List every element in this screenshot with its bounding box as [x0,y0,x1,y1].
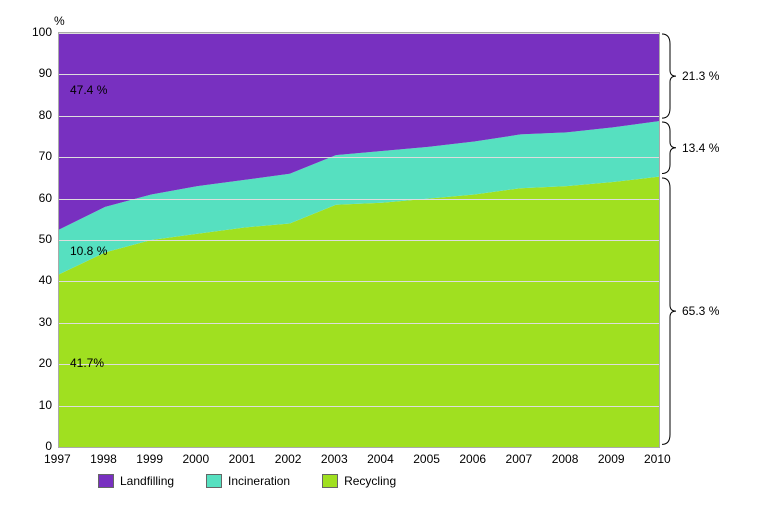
x-tick-label: 2002 [275,452,302,466]
x-tick-label: 2004 [367,452,394,466]
x-tick-label: 2003 [321,452,348,466]
y-tick-label: 10 [39,398,52,412]
legend-item: Incineration [206,474,290,488]
x-tick-label: 1999 [136,452,163,466]
x-tick-label: 2009 [598,452,625,466]
end-value-label: 21.3 % [682,69,719,83]
start-value-label: 41.7% [70,356,104,370]
x-tick-label: 2001 [229,452,256,466]
x-tick-label: 2007 [506,452,533,466]
brace-icon [660,32,680,120]
start-value-label: 10.8 % [70,244,107,258]
x-tick-label: 2010 [644,452,671,466]
legend-swatch [206,474,222,488]
x-tick-label: 2008 [552,452,579,466]
legend-label: Recycling [344,474,396,488]
y-tick-label: 60 [39,191,52,205]
plot-area [58,32,660,448]
y-tick-label: 0 [45,439,52,453]
legend: Landfilling Incineration Recycling [98,474,396,488]
y-tick-label: 50 [39,232,52,246]
stacked-area-chart: % 0102030405060708090100 199719981999200… [20,20,748,488]
y-axis-title: % [54,14,65,28]
legend-item: Recycling [322,474,396,488]
legend-label: Landfilling [120,474,174,488]
y-tick-label: 40 [39,273,52,287]
legend-item: Landfilling [98,474,174,488]
legend-label: Incineration [228,474,290,488]
x-tick-label: 1998 [90,452,117,466]
end-value-label: 65.3 % [682,304,719,318]
legend-swatch [98,474,114,488]
x-tick-label: 1997 [44,452,71,466]
y-tick-label: 30 [39,315,52,329]
brace-icon [660,120,680,175]
y-tick-label: 90 [39,66,52,80]
brace-icon [660,176,680,446]
start-value-label: 47.4 % [70,83,107,97]
end-value-label: 13.4 % [682,141,719,155]
y-tick-label: 20 [39,356,52,370]
y-tick-label: 100 [32,25,52,39]
x-tick-label: 2006 [459,452,486,466]
y-tick-label: 80 [39,108,52,122]
x-tick-label: 2000 [182,452,209,466]
x-tick-label: 2005 [413,452,440,466]
legend-swatch [322,474,338,488]
y-tick-label: 70 [39,149,52,163]
